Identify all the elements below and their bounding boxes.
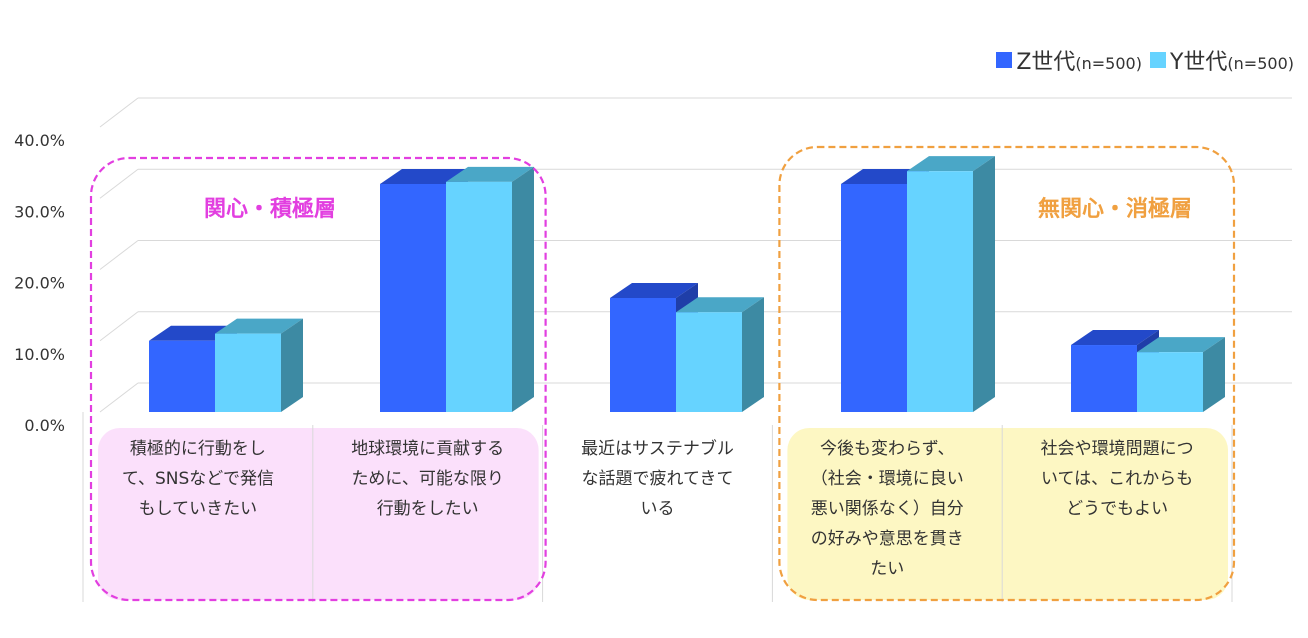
bar bbox=[215, 333, 281, 412]
bar-top bbox=[1071, 330, 1159, 346]
bar bbox=[610, 298, 676, 412]
category-label-line: （社会・環境に良い bbox=[811, 469, 964, 489]
category-label-line: いては、これからも bbox=[1041, 469, 1193, 489]
bars bbox=[149, 156, 1225, 412]
gridline-diagonal bbox=[99, 311, 139, 342]
y-axis-ticks: 0.0% 10.0% 20.0% 30.0% 40.0% bbox=[14, 131, 65, 435]
gridline-diagonal bbox=[99, 240, 139, 270]
legend-label-z: Z世代 bbox=[1016, 50, 1076, 75]
category-label-line: 社会や環境問題につ bbox=[1041, 439, 1194, 459]
bar-side bbox=[1203, 337, 1225, 412]
legend: Z世代 (n=500) Y世代 (n=500) bbox=[988, 44, 1294, 76]
group-label: 無関心・消極層 bbox=[1038, 196, 1192, 222]
y-tick-label: 10.0% bbox=[14, 345, 65, 364]
bar-side bbox=[281, 318, 303, 412]
category-label-line: の好みや意思を貫き bbox=[811, 529, 964, 549]
legend-swatch-y bbox=[1149, 52, 1166, 68]
group-outline bbox=[778, 145, 1236, 602]
group-outlines: 関心・積極層 無関心・消極層 bbox=[89, 145, 1236, 602]
bar bbox=[1071, 345, 1137, 412]
category-label-line: いる bbox=[641, 499, 675, 519]
category-label-line: たい bbox=[870, 559, 904, 579]
category-label-line: 積極的に行動をし bbox=[130, 439, 266, 459]
group-outline bbox=[89, 156, 547, 602]
bar-side bbox=[973, 156, 995, 412]
legend-item-z: Z世代 (n=500) bbox=[996, 44, 1142, 76]
legend-label-y: Y世代 bbox=[1169, 50, 1228, 75]
group-fill bbox=[98, 428, 539, 600]
category-label-line: て、SNSなどで発信 bbox=[122, 469, 274, 489]
bar-top bbox=[380, 169, 468, 184]
bar bbox=[907, 171, 973, 412]
bar-top bbox=[446, 166, 534, 182]
category-label-line: な話題で疲れてきて bbox=[582, 469, 734, 489]
bar-top bbox=[907, 156, 995, 172]
bar-top bbox=[215, 318, 303, 334]
bar bbox=[380, 184, 446, 412]
group-fill bbox=[787, 428, 1228, 600]
bar bbox=[841, 184, 907, 412]
bar-side bbox=[742, 297, 764, 412]
gridline-diagonal bbox=[99, 168, 139, 199]
y-tick-label: 40.0% bbox=[14, 131, 65, 150]
bar bbox=[1137, 352, 1203, 412]
group-backgrounds bbox=[98, 428, 1228, 600]
y-tick-label: 20.0% bbox=[14, 274, 65, 293]
bar bbox=[149, 340, 215, 412]
legend-swatch-z bbox=[996, 52, 1013, 68]
category-label-line: 地球環境に貢献する bbox=[351, 439, 504, 459]
category-label-line: ために、可能な限り bbox=[351, 469, 504, 489]
bar bbox=[446, 181, 512, 412]
category-label-line: 行動をしたい bbox=[377, 499, 479, 519]
gridline-diagonal bbox=[99, 97, 139, 128]
y-tick-label: 0.0% bbox=[24, 416, 65, 435]
bar-top bbox=[1137, 337, 1225, 353]
category-label-line: どうでもよい bbox=[1066, 499, 1168, 519]
category-label-line: 悪い関係なく）自分 bbox=[811, 499, 964, 519]
bar-side bbox=[512, 166, 534, 412]
bar-top bbox=[676, 297, 764, 313]
category-label-line: 今後も変わらず、 bbox=[820, 439, 954, 459]
gridline-diagonal bbox=[99, 382, 139, 413]
group-label: 関心・積極層 bbox=[204, 196, 336, 222]
legend-n-z: (n=500) bbox=[1075, 54, 1142, 73]
bar bbox=[676, 312, 742, 412]
y-tick-label: 30.0% bbox=[14, 202, 65, 221]
legend-n-y: (n=500) bbox=[1227, 54, 1294, 73]
legend-item-y: Y世代 (n=500) bbox=[1149, 44, 1294, 76]
bar-top bbox=[610, 283, 698, 298]
category-label-line: 最近はサステナブル bbox=[581, 438, 734, 459]
category-label-line: もしていきたい bbox=[139, 499, 258, 519]
